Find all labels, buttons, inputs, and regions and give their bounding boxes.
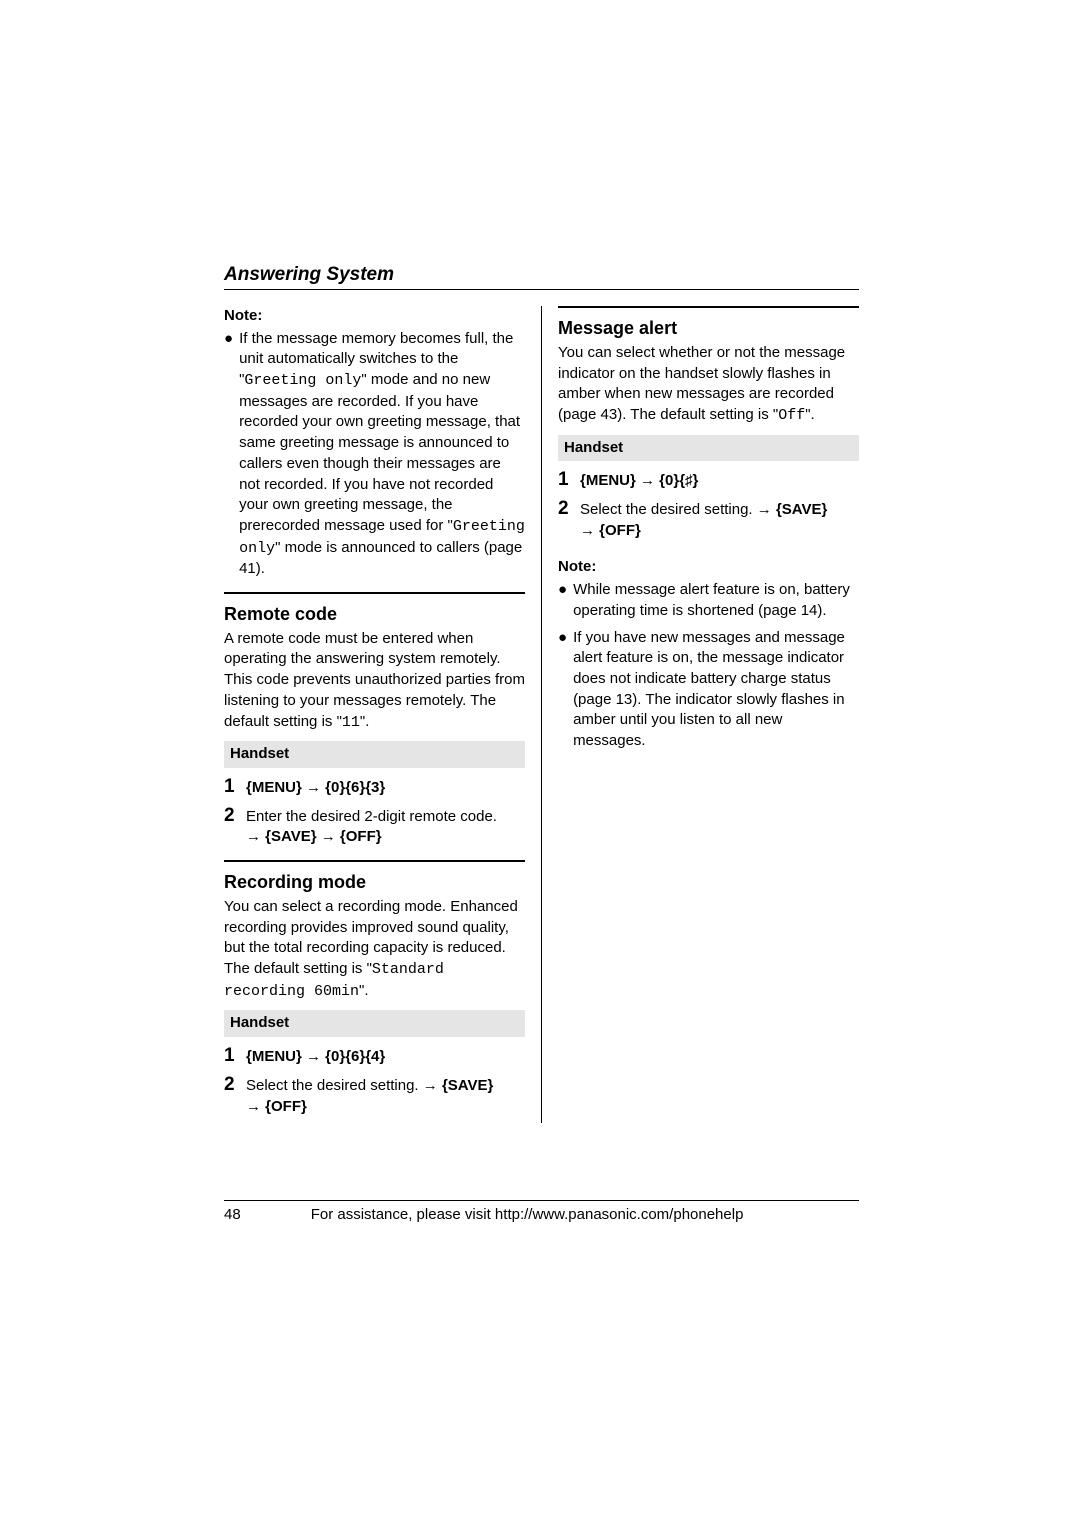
remote-code-heading: Remote code [224,592,525,627]
message-alert-intro: You can select whether or not the messag… [558,343,859,427]
key-sequence: {MENU} → {0}{6}{3} [246,779,385,796]
page-content: Answering System Note: ● If the message … [0,0,1080,1163]
handset-label: Handset [224,1010,525,1037]
columns-container: Note: ● If the message memory becomes fu… [224,306,859,1123]
text-segment: Select the desired setting. [580,501,757,518]
handset-label: Handset [224,741,525,768]
key-sequence: → {OFF} [246,1098,307,1115]
note-text: If you have new messages and message ale… [573,628,859,752]
step-number: 2 [224,1074,238,1097]
step-2: 2 Select the desired setting. → {SAVE} →… [558,498,859,541]
key-sequence: {MENU} → {0}{6}{4} [246,1048,385,1065]
page-number: 48 [224,1206,241,1223]
text-segment: ". [805,406,815,423]
mono-text: Greeting only [244,372,361,389]
key-sequence: → {SAVE} → {OFF} [246,828,382,845]
remote-code-intro: A remote code must be entered when opera… [224,629,525,733]
note-bullet: ● If you have new messages and message a… [558,628,859,752]
text-segment: Select the desired setting. [246,1077,423,1094]
note-text: If the message memory becomes full, the … [239,329,525,580]
left-column: Note: ● If the message memory becomes fu… [224,306,542,1123]
text-segment: ". [360,713,370,730]
right-column: Message alert You can select whether or … [542,306,859,1123]
step-body: {MENU} → {0}{6}{4} [246,1045,525,1068]
step-number: 1 [224,776,238,799]
note-text: While message alert feature is on, batte… [573,580,859,621]
note-label: Note: [224,306,525,327]
page-footer: 48 For assistance, please visit http://w… [224,1200,859,1223]
step-2: 2 Select the desired setting. → {SAVE} →… [224,1074,525,1117]
text-segment: " mode and no new messages are recorded.… [239,371,520,534]
key-sequence: → {SAVE} [423,1077,494,1094]
step-2: 2 Enter the desired 2-digit remote code.… [224,805,525,848]
key-sequence: → {OFF} [580,522,641,539]
step-body: {MENU} → {0}{6}{3} [246,776,525,799]
text-segment: " mode is announced to callers (page 41)… [239,539,522,578]
step-1: 1 {MENU} → {0}{♯} [558,469,859,492]
note-bullet: ● If the message memory becomes full, th… [224,329,525,580]
step-number: 1 [558,469,572,492]
step-number: 2 [558,498,572,521]
step-body: Select the desired setting. → {SAVE} → {… [580,498,859,541]
step-body: Select the desired setting. → {SAVE} → {… [246,1074,525,1117]
step-number: 1 [224,1045,238,1068]
step-1: 1 {MENU} → {0}{6}{4} [224,1045,525,1068]
footer-text: For assistance, please visit http://www.… [311,1206,744,1223]
bullet-dot-icon: ● [558,580,567,621]
text-segment: You can select a recording mode. Enhance… [224,898,518,956]
handset-label: Handset [558,435,859,462]
mono-text: Off [778,407,805,424]
text-segment: The default setting is " [224,960,372,977]
bullet-dot-icon: ● [558,628,567,752]
note-label: Note: [558,557,859,578]
section-header: Answering System [224,264,859,290]
mono-text: 11 [342,714,360,731]
text-segment: ". [359,982,369,999]
step-1: 1 {MENU} → {0}{6}{3} [224,776,525,799]
step-body: Enter the desired 2-digit remote code. →… [246,805,525,848]
step-body: {MENU} → {0}{♯} [580,469,859,492]
message-alert-heading: Message alert [558,306,859,341]
bullet-dot-icon: ● [224,329,233,580]
text-segment: A remote code must be entered when opera… [224,630,525,730]
text-segment: Enter the desired 2-digit remote code. [246,808,497,825]
note-bullet: ● While message alert feature is on, bat… [558,580,859,621]
recording-mode-intro: You can select a recording mode. Enhance… [224,897,525,1002]
step-number: 2 [224,805,238,828]
key-sequence: {MENU} → {0}{♯} [580,472,698,489]
recording-mode-heading: Recording mode [224,860,525,895]
key-sequence: → {SAVE} [757,501,828,518]
